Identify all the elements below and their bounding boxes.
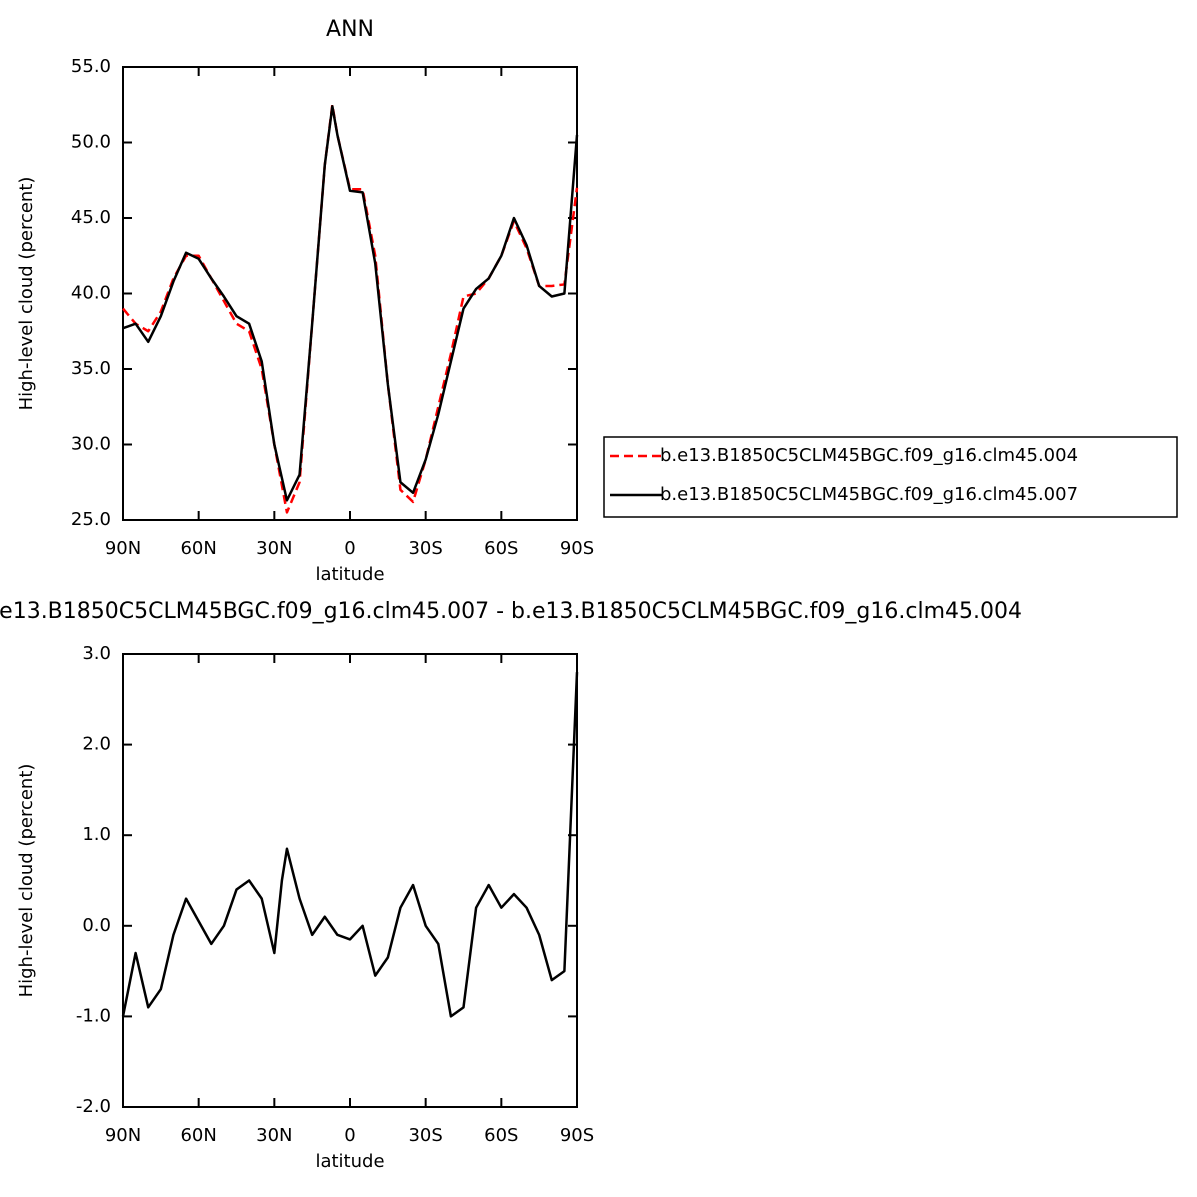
y-tick-label: 50.0: [71, 132, 111, 153]
y-tick-label: -2.0: [76, 1096, 111, 1117]
y-tick-label: 55.0: [71, 56, 111, 77]
data-line: [121, 672, 579, 1018]
x-tick-label: 60N: [180, 1125, 216, 1146]
x-axis-label: latitude: [315, 1151, 384, 1172]
y-tick-label: 2.0: [82, 734, 111, 755]
plot-frame: [122, 66, 578, 521]
legend-box: [603, 436, 1178, 518]
legend-label: b.e13.B1850C5CLM45BGC.f09_g16.clm45.007: [660, 484, 1078, 505]
x-tick-label: 30N: [256, 1125, 292, 1146]
y-tick-label: 1.0: [82, 824, 111, 845]
x-tick-label: 60S: [484, 538, 518, 559]
x-tick-label: 90S: [560, 1125, 594, 1146]
x-tick-label: 0: [344, 538, 355, 559]
y-axis-label: High-level cloud (percent): [16, 177, 37, 411]
x-axis-label: latitude: [315, 564, 384, 585]
x-tick-label: 90N: [105, 538, 141, 559]
y-axis-label: High-level cloud (percent): [16, 764, 37, 998]
y-tick-label: 3.0: [82, 643, 111, 664]
x-tick-label: 30S: [408, 538, 442, 559]
data-line: [122, 105, 579, 502]
y-tick-label: -1.0: [76, 1005, 111, 1026]
legend-label: b.e13.B1850C5CLM45BGC.f09_g16.clm45.004: [660, 445, 1078, 466]
plot-frame: [122, 653, 578, 1108]
y-tick-label: 35.0: [71, 358, 111, 379]
x-tick-label: 90S: [560, 538, 594, 559]
x-tick-label: 60N: [180, 538, 216, 559]
y-tick-label: 30.0: [71, 434, 111, 455]
data-line: [122, 103, 579, 514]
x-tick-label: 90N: [105, 1125, 141, 1146]
y-tick-label: 45.0: [71, 207, 111, 228]
x-tick-label: 60S: [484, 1125, 518, 1146]
y-tick-label: 40.0: [71, 283, 111, 304]
x-tick-label: 30S: [408, 1125, 442, 1146]
chart-title: ANN: [326, 17, 374, 42]
y-tick-label: 25.0: [71, 509, 111, 530]
x-tick-label: 30N: [256, 538, 292, 559]
chart-title: b.e13.B1850C5CLM45BGC.f09_g16.clm45.007 …: [0, 599, 1022, 624]
y-tick-label: 0.0: [82, 915, 111, 936]
x-tick-label: 0: [344, 1125, 355, 1146]
